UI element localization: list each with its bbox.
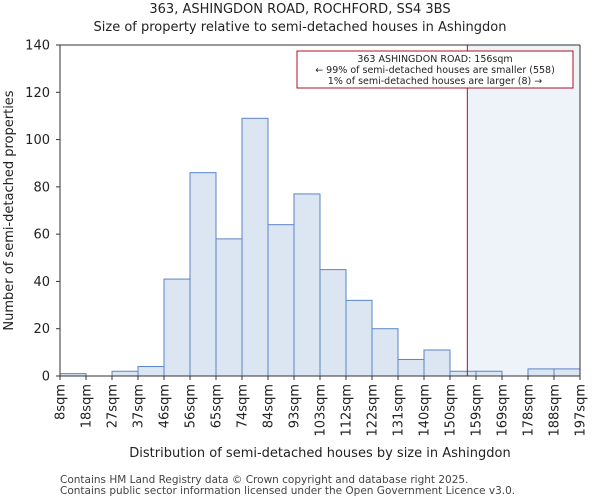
bar-27sqm [111,370,139,377]
x-tick-label: 8sqm [54,384,69,420]
chart-subtitle: Size of property relative to semi-detach… [93,20,507,35]
bars-group [59,117,581,377]
x-tick-label: 112sqm [340,384,355,437]
x-tick-label: 140sqm [418,384,433,437]
footer-line-1: Contains HM Land Registry data © Crown c… [60,474,469,486]
x-tick-label: 178sqm [522,384,537,437]
bar-56sqm [189,172,217,377]
bar-178sqm [527,368,555,377]
bar-131sqm [397,358,425,377]
y-axis-label: Number of semi-detached properties [2,90,17,330]
x-tick-label: 37sqm [132,384,147,428]
bar-140sqm [423,349,451,377]
bar-159sqm [475,370,503,377]
x-tick-label: 74sqm [236,384,251,428]
bar-150sqm [449,370,477,377]
x-tick-label: 188sqm [548,384,563,437]
x-tick-label: 56sqm [184,384,199,428]
x-tick-label: 122sqm [366,384,381,437]
y-tick-label: 120 [25,86,50,101]
y-tick-label: 60 [33,228,50,243]
x-tick-label: 84sqm [262,384,277,428]
footer-line-2: Contains public sector information licen… [60,485,516,497]
x-tick-label: 27sqm [106,384,121,428]
y-tick-label: 0 [42,370,50,385]
x-tick-label: 18sqm [80,384,95,428]
bar-84sqm [267,224,295,377]
y-tick-label: 80 [33,180,50,195]
bar-74sqm [241,117,269,377]
highlight-region [467,45,580,376]
y-tick-label: 20 [33,322,50,337]
x-tick-label: 159sqm [470,384,485,437]
x-axis: 8sqm 18sqm 27sqm 37sqm 46sqm 56sqm 65sqm 74sqm 8… [54,376,589,437]
x-tick-label: 197sqm [574,384,589,437]
x-tick-label: 169sqm [496,384,511,437]
y-tick-label: 40 [33,275,50,290]
annotation-line-3: 1% of semi-detached houses are larger (8… [328,76,542,87]
annotation-box: 363 ASHINGDON ROAD: 156sqm ← 99% of semi… [296,50,574,89]
bar-65sqm [215,238,243,377]
annotation-border [296,50,574,89]
annotation-line-1: 363 ASHINGDON ROAD: 156sqm [357,54,512,65]
x-tick-label: 46sqm [158,384,173,428]
annotation-line-2: ← 99% of semi-detached houses are smalle… [315,65,555,76]
x-tick-label: 131sqm [392,384,407,437]
x-tick-label: 103sqm [314,384,329,437]
x-tick-label: 65sqm [210,384,225,428]
bar-112sqm [345,299,373,377]
x-axis-label: Distribution of semi-detached houses by … [129,446,510,461]
bar-93sqm [293,193,321,377]
x-tick-label: 150sqm [444,384,459,437]
bar-37sqm [137,366,165,377]
bar-122sqm [371,328,399,377]
y-tick-label: 100 [25,133,50,148]
y-axis: 0 20 40 60 80 100 120 140 [25,39,60,385]
chart-title: 363, ASHINGDON ROAD, ROCHFORD, SS4 3BS [149,2,451,17]
bar-103sqm [319,269,347,377]
bar-46sqm [163,278,191,377]
bar-188sqm [553,368,581,377]
x-tick-label: 93sqm [288,384,303,428]
y-tick-label: 140 [25,39,50,54]
